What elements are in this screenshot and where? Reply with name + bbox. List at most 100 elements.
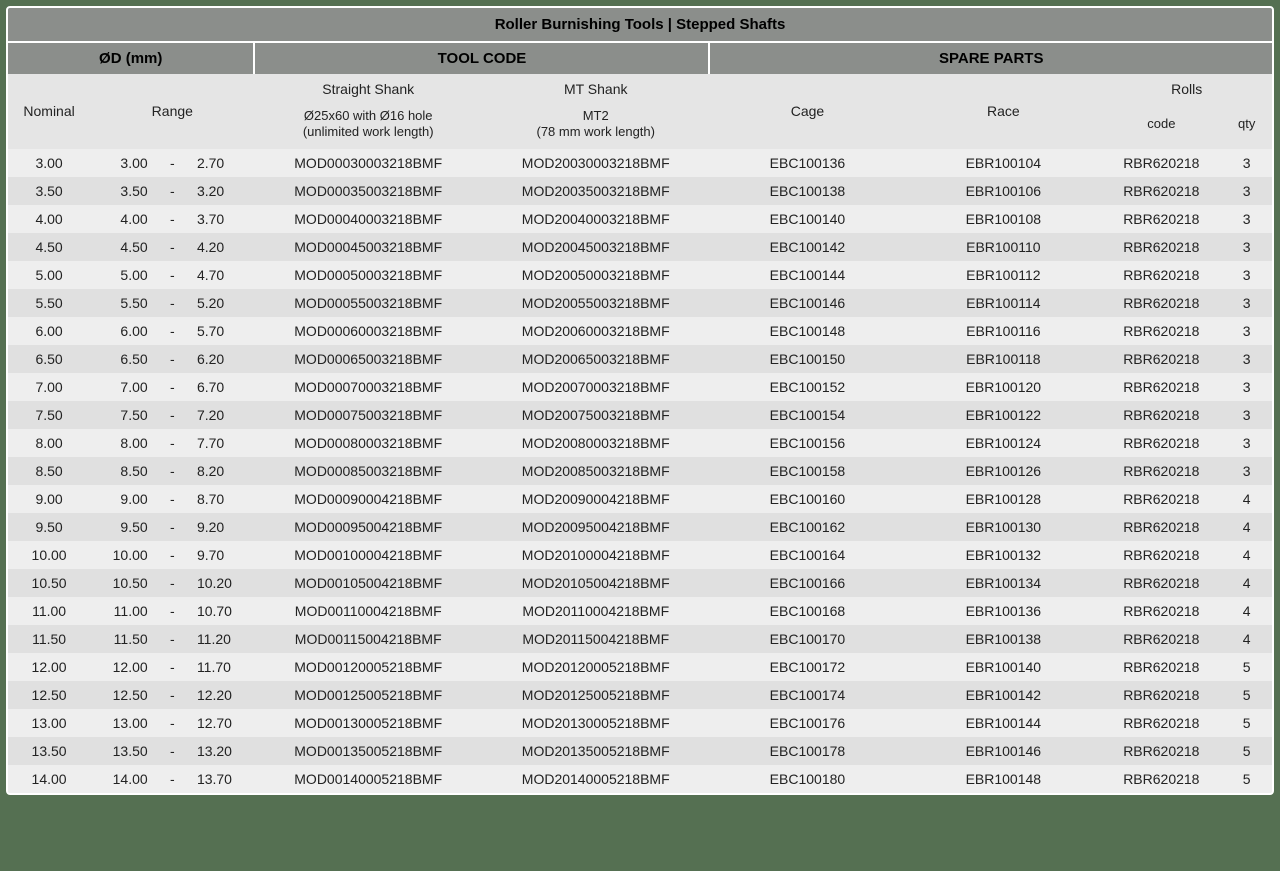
table-row: 3.503.50-3.20MOD00035003218BMFMOD2003500… <box>8 177 1272 205</box>
cell-nominal: 10.00 <box>8 541 90 569</box>
cell-range-min: 11.20 <box>185 625 255 653</box>
cell-cage: EBC100172 <box>709 653 905 681</box>
cell-cage: EBC100142 <box>709 233 905 261</box>
cell-rolls-qty: 4 <box>1221 597 1272 625</box>
cell-range-max: 9.50 <box>90 513 160 541</box>
cell-cage: EBC100140 <box>709 205 905 233</box>
cell-mt-code: MOD20030003218BMF <box>482 149 710 177</box>
cell-cage: EBC100168 <box>709 597 905 625</box>
cell-straight-code: MOD00075003218BMF <box>254 401 482 429</box>
cell-nominal: 9.50 <box>8 513 90 541</box>
cell-range-max: 10.50 <box>90 569 160 597</box>
cell-cage: EBC100166 <box>709 569 905 597</box>
cell-rolls-qty: 3 <box>1221 205 1272 233</box>
cell-range-min: 5.70 <box>185 317 255 345</box>
table-title: Roller Burnishing Tools | Stepped Shafts <box>8 8 1272 42</box>
table-row: 3.003.00-2.70MOD00030003218BMFMOD2003000… <box>8 149 1272 177</box>
cell-mt-code: MOD20085003218BMF <box>482 457 710 485</box>
cell-rolls-qty: 3 <box>1221 177 1272 205</box>
cell-rolls-qty: 3 <box>1221 345 1272 373</box>
mt-detail-line2: (78 mm work length) <box>536 124 654 139</box>
cell-nominal: 3.50 <box>8 177 90 205</box>
cell-nominal: 12.00 <box>8 653 90 681</box>
straight-detail-line2: (unlimited work length) <box>303 124 434 139</box>
col-straight-shank: Straight Shank <box>254 74 482 104</box>
cell-range-max: 4.00 <box>90 205 160 233</box>
table-row: 6.506.50-6.20MOD00065003218BMFMOD2006500… <box>8 345 1272 373</box>
cell-range-min: 5.20 <box>185 289 255 317</box>
cell-range-min: 6.70 <box>185 373 255 401</box>
cell-mt-code: MOD20120005218BMF <box>482 653 710 681</box>
cell-rolls-qty: 3 <box>1221 261 1272 289</box>
cell-nominal: 11.50 <box>8 625 90 653</box>
cell-range-min: 6.20 <box>185 345 255 373</box>
cell-range-max: 12.50 <box>90 681 160 709</box>
cell-range-min: 13.70 <box>185 765 255 793</box>
cell-nominal: 8.50 <box>8 457 90 485</box>
col-mt-shank: MT Shank <box>482 74 710 104</box>
cell-cage: EBC100136 <box>709 149 905 177</box>
cell-cage: EBC100176 <box>709 709 905 737</box>
cell-nominal: 12.50 <box>8 681 90 709</box>
cell-range-max: 14.00 <box>90 765 160 793</box>
cell-cage: EBC100170 <box>709 625 905 653</box>
cell-rolls-code: RBR620218 <box>1101 261 1221 289</box>
cell-cage: EBC100164 <box>709 541 905 569</box>
cell-rolls-code: RBR620218 <box>1101 597 1221 625</box>
cell-range-sep: - <box>160 513 185 541</box>
cell-cage: EBC100138 <box>709 177 905 205</box>
cell-straight-code: MOD00050003218BMF <box>254 261 482 289</box>
cell-nominal: 11.00 <box>8 597 90 625</box>
cell-range-min: 7.70 <box>185 429 255 457</box>
tool-table: Roller Burnishing Tools | Stepped Shafts… <box>8 8 1272 793</box>
cell-race: EBR100120 <box>905 373 1101 401</box>
cell-straight-code: MOD00135005218BMF <box>254 737 482 765</box>
cell-nominal: 6.50 <box>8 345 90 373</box>
col-rolls-qty: qty <box>1221 104 1272 149</box>
cell-mt-code: MOD20045003218BMF <box>482 233 710 261</box>
cell-rolls-code: RBR620218 <box>1101 569 1221 597</box>
cell-mt-code: MOD20065003218BMF <box>482 345 710 373</box>
table-row: 11.5011.50-11.20MOD00115004218BMFMOD2011… <box>8 625 1272 653</box>
cell-mt-code: MOD20075003218BMF <box>482 401 710 429</box>
cell-cage: EBC100152 <box>709 373 905 401</box>
cell-mt-code: MOD20040003218BMF <box>482 205 710 233</box>
cell-cage: EBC100180 <box>709 765 905 793</box>
cell-straight-code: MOD00030003218BMF <box>254 149 482 177</box>
cell-straight-code: MOD00140005218BMF <box>254 765 482 793</box>
cell-range-max: 4.50 <box>90 233 160 261</box>
straight-detail-line1: Ø25x60 with Ø16 hole <box>304 108 433 123</box>
cell-range-max: 11.50 <box>90 625 160 653</box>
cell-race: EBR100106 <box>905 177 1101 205</box>
cell-range-max: 6.00 <box>90 317 160 345</box>
cell-range-max: 6.50 <box>90 345 160 373</box>
cell-race: EBR100148 <box>905 765 1101 793</box>
cell-rolls-code: RBR620218 <box>1101 401 1221 429</box>
cell-mt-code: MOD20080003218BMF <box>482 429 710 457</box>
cell-range-sep: - <box>160 709 185 737</box>
table-row: 5.505.50-5.20MOD00055003218BMFMOD2005500… <box>8 289 1272 317</box>
cell-mt-code: MOD20035003218BMF <box>482 177 710 205</box>
cell-range-max: 10.00 <box>90 541 160 569</box>
table-row: 14.0014.00-13.70MOD00140005218BMFMOD2014… <box>8 765 1272 793</box>
cell-race: EBR100118 <box>905 345 1101 373</box>
cell-nominal: 10.50 <box>8 569 90 597</box>
cell-range-max: 3.00 <box>90 149 160 177</box>
cell-range-sep: - <box>160 541 185 569</box>
cell-range-sep: - <box>160 205 185 233</box>
col-range: Range <box>90 74 254 149</box>
table-row: 4.004.00-3.70MOD00040003218BMFMOD2004000… <box>8 205 1272 233</box>
cell-rolls-qty: 3 <box>1221 233 1272 261</box>
cell-straight-code: MOD00070003218BMF <box>254 373 482 401</box>
cell-race: EBR100140 <box>905 653 1101 681</box>
cell-straight-code: MOD00055003218BMF <box>254 289 482 317</box>
cell-rolls-code: RBR620218 <box>1101 457 1221 485</box>
cell-range-min: 9.70 <box>185 541 255 569</box>
cell-nominal: 5.00 <box>8 261 90 289</box>
cell-range-min: 12.70 <box>185 709 255 737</box>
cell-mt-code: MOD20050003218BMF <box>482 261 710 289</box>
cell-rolls-code: RBR620218 <box>1101 765 1221 793</box>
cell-range-min: 8.70 <box>185 485 255 513</box>
cell-straight-code: MOD00080003218BMF <box>254 429 482 457</box>
table-row: 8.508.50-8.20MOD00085003218BMFMOD2008500… <box>8 457 1272 485</box>
